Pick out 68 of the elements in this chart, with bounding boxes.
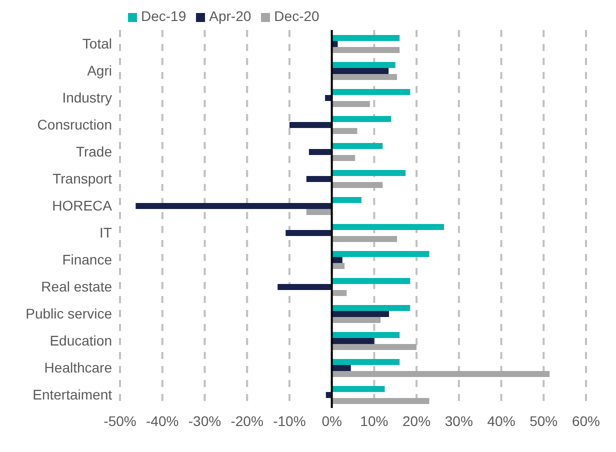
x-tick-label: -30% [188,412,222,429]
legend-label: Apr-20 [209,8,252,24]
bar [332,344,417,350]
x-tick-label: 10% [360,412,388,429]
bar [332,236,398,242]
bar [332,224,444,230]
bar [332,257,342,263]
y-tick-label: Real estate [41,278,112,294]
bar [332,278,410,284]
y-tick-label: Trade [76,143,112,160]
y-tick-label: Finance [62,251,112,268]
bar [332,317,381,323]
x-tick-label: 0% [322,412,342,429]
x-tick-label: 60% [572,412,600,429]
bar [332,386,385,392]
bar [332,74,398,80]
bar [308,149,332,155]
bar [332,116,392,122]
bar [332,359,400,365]
x-tick-label: 40% [487,412,516,429]
bar [332,101,370,107]
bar [136,203,332,209]
bar [332,197,362,203]
y-tick-label: Education [50,332,112,348]
x-tick-label: 20% [402,412,431,429]
bar [332,155,356,161]
bar [306,176,332,182]
x-tick-label: -40% [146,412,179,429]
bar [332,35,400,41]
bar [332,332,400,338]
y-tick-label: Entertaiment [32,386,112,402]
y-tick-label: IT [100,224,112,240]
y-tick-label: Healthcare [44,359,112,376]
y-tick-label: Consruction [37,116,112,132]
y-tick-label: Agri [87,62,112,78]
bar [332,62,396,68]
y-tick-label: HORECA [52,197,113,214]
y-tick-label: Transport [52,170,112,186]
y-tick-label: Industry [62,89,112,106]
x-tick-label: -10% [273,412,306,429]
bar [332,371,550,377]
bar [332,128,358,134]
bar [332,182,383,188]
bar [332,170,406,176]
legend-label: Dec-19 [141,8,186,24]
bar [332,290,347,296]
bar [332,338,374,344]
bar [332,311,390,317]
y-tick-label: Total [82,35,112,52]
bar [332,398,430,404]
x-tick-label: -20% [230,412,264,429]
bar [332,263,345,269]
bar [332,365,351,371]
x-tick-label: -50% [104,412,136,429]
bar [332,89,410,95]
bar [289,122,332,128]
bar [306,209,332,215]
bar [332,68,389,74]
bar [286,230,332,236]
x-tick-label: 30% [444,412,473,429]
x-tick-label: 50% [530,412,558,429]
bar [332,143,383,149]
bar [332,47,400,53]
bar [332,251,430,257]
bar [332,305,410,311]
y-tick-label: Public service [26,305,112,322]
bar [278,284,332,290]
legend-label: Dec-20 [274,8,320,24]
